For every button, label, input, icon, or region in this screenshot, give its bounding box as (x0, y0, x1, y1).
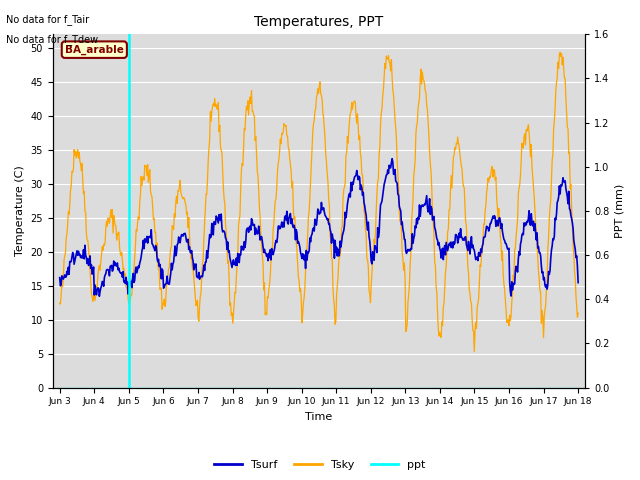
Y-axis label: PPT (mm): PPT (mm) (615, 184, 625, 238)
Text: No data for f_Tdew: No data for f_Tdew (6, 34, 99, 45)
Text: BA_arable: BA_arable (65, 45, 124, 55)
Title: Temperatures, PPT: Temperatures, PPT (254, 15, 383, 29)
Legend: Tsurf, Tsky, ppt: Tsurf, Tsky, ppt (210, 456, 430, 474)
Text: No data for f_Tair: No data for f_Tair (6, 14, 90, 25)
Y-axis label: Temperature (C): Temperature (C) (15, 166, 25, 256)
X-axis label: Time: Time (305, 412, 333, 422)
